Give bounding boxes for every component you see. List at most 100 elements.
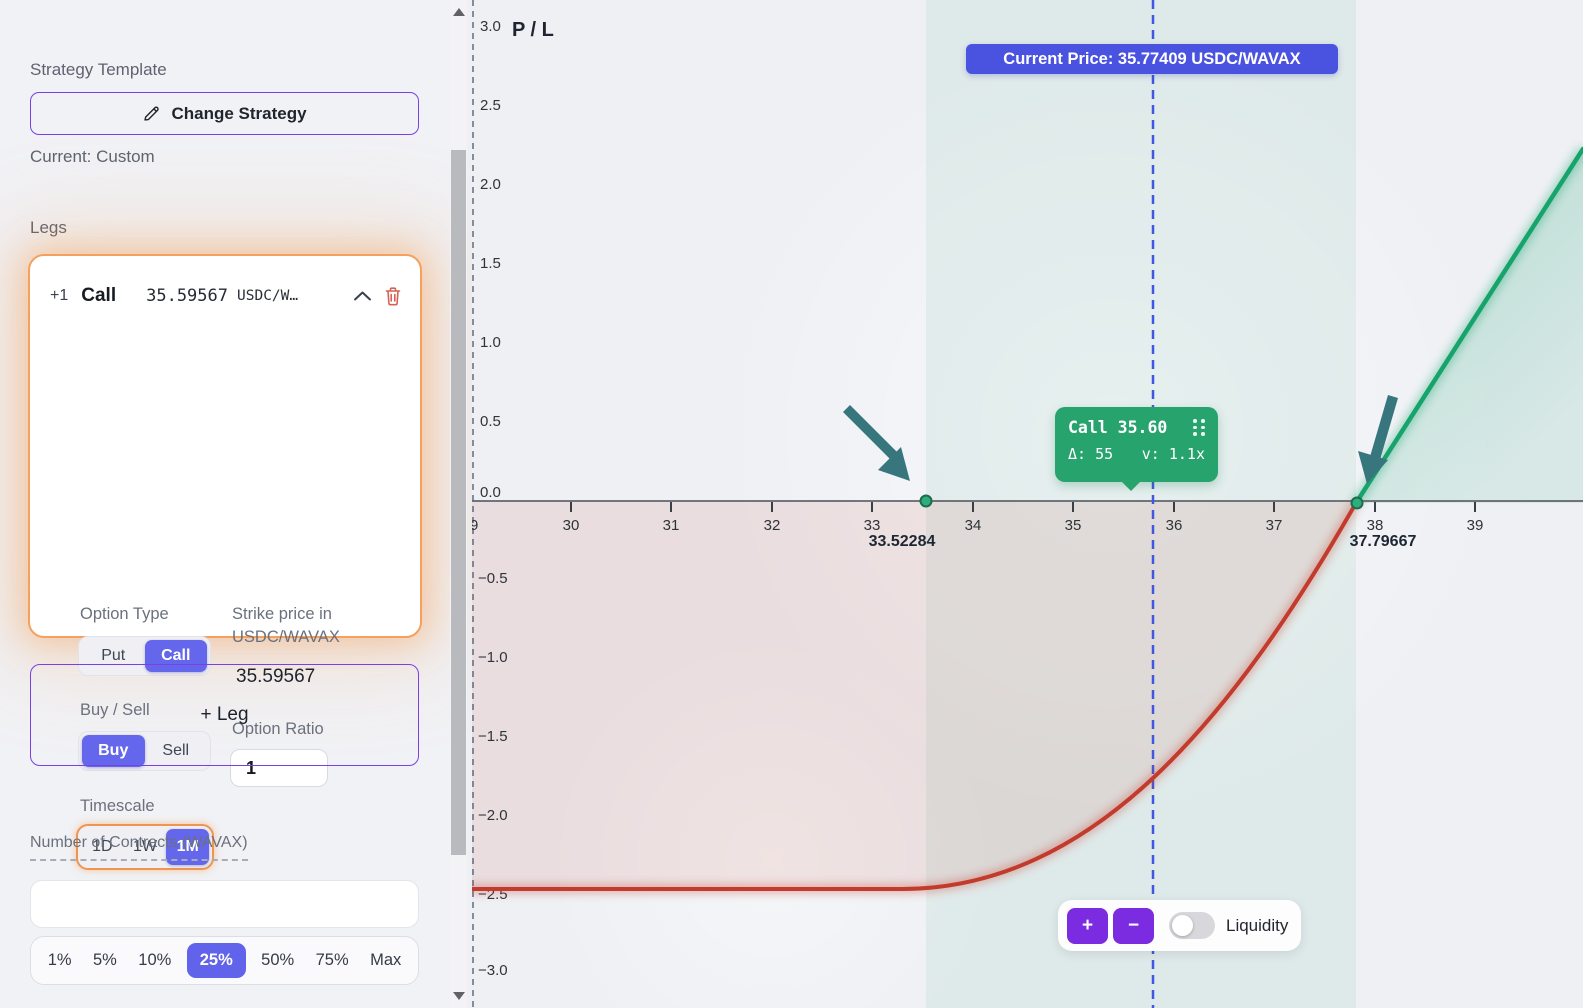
tooltip-delta: Δ: 55 <box>1068 445 1114 463</box>
annotation-arrows <box>843 395 1398 484</box>
svg-text:0.0: 0.0 <box>480 484 501 501</box>
zoom-in-button[interactable]: + <box>1067 907 1108 944</box>
svg-text:39: 39 <box>1467 517 1484 534</box>
svg-text:−0.5: −0.5 <box>478 570 508 587</box>
scroll-down-arrow-icon[interactable] <box>453 992 465 1000</box>
svg-text:36: 36 <box>1166 517 1183 534</box>
leg-type: Call <box>81 285 117 306</box>
pct-25[interactable]: 25% <box>186 943 246 978</box>
buy-sell-label: Buy / Sell <box>80 701 150 719</box>
x-axis-labels: 29 30 31 32 33 34 35 36 37 38 39 <box>472 517 1483 534</box>
leg-card: +1 Call 35.59567 USDC/W… Option Type Put… <box>28 254 422 870</box>
arrow-right-head-icon <box>1358 451 1388 484</box>
strategy-sidebar: Strategy Template Change Strategy Curren… <box>0 0 450 1008</box>
pct-max[interactable]: Max <box>370 951 402 969</box>
percent-shortcut-row: 1% 5% 10% 25% 50% 75% Max <box>30 936 419 985</box>
option-ratio-label: Option Ratio <box>232 720 324 738</box>
current-price-badge: Current Price: 35.77409 USDC/WAVAX <box>966 44 1338 74</box>
arrow-left-head-icon <box>878 447 910 481</box>
buy-sell-toggle: Buy Sell <box>78 731 211 771</box>
timescale-1d[interactable]: 1D <box>92 838 113 855</box>
svg-text:1.5: 1.5 <box>480 255 501 272</box>
current-strategy-text: Current: Custom <box>30 147 155 166</box>
option-type-label: Option Type <box>80 605 169 623</box>
sell-option[interactable]: Sell <box>162 742 190 759</box>
svg-text:2.5: 2.5 <box>480 97 501 114</box>
svg-text:−3.0: −3.0 <box>478 962 508 979</box>
leg-card-header[interactable]: +1 Call 35.59567 USDC/W… <box>50 280 402 312</box>
pct-5[interactable]: 5% <box>92 951 117 969</box>
sidebar-scrollbar[interactable] <box>450 0 467 1008</box>
svg-text:−2.0: −2.0 <box>478 807 508 824</box>
breakeven-labels: 33.52284 37.79667 <box>869 533 1417 550</box>
scroll-up-arrow-icon[interactable] <box>453 8 465 16</box>
svg-text:33.52284: 33.52284 <box>869 533 936 550</box>
breakeven-marker-right[interactable] <box>1350 496 1364 510</box>
option-type-call[interactable]: Call <box>144 640 207 672</box>
arrow-left-shaft <box>843 405 900 462</box>
breakeven-marker-left[interactable] <box>919 494 933 508</box>
svg-text:−1.0: −1.0 <box>478 649 508 666</box>
arrow-right-shaft <box>1367 395 1398 470</box>
drag-handle-icon[interactable] <box>1193 419 1205 436</box>
svg-text:32: 32 <box>764 517 781 534</box>
chevron-up-icon <box>354 291 371 301</box>
svg-text:33: 33 <box>864 517 881 534</box>
strategy-template-label: Strategy Template <box>30 60 167 79</box>
strike-price-label: Strike price in USDC/WAVAX <box>232 605 340 646</box>
svg-text:38: 38 <box>1367 517 1384 534</box>
svg-text:35: 35 <box>1065 517 1082 534</box>
tooltip-title: Call 35.60 <box>1068 418 1168 437</box>
option-ratio-input[interactable] <box>230 749 328 787</box>
leg-price: 35.59567 <box>146 286 228 306</box>
leg-quantity: +1 <box>50 287 69 304</box>
loss-curve <box>472 501 1358 891</box>
y-axis-labels: 3.0 2.5 2.0 1.5 1.0 0.5 0.0 −0.5 −1.0 −1… <box>478 18 508 979</box>
svg-text:37: 37 <box>1266 517 1283 534</box>
svg-text:0.5: 0.5 <box>480 413 501 430</box>
svg-text:−1.5: −1.5 <box>478 728 508 745</box>
pl-chart-canvas: 29 30 31 32 33 34 35 36 37 38 39 3.0 2.5… <box>472 0 1583 1008</box>
liquidity-toggle-knob[interactable] <box>1172 915 1193 936</box>
liquidity-toggle[interactable] <box>1169 912 1215 939</box>
tooltip-vol: v: 1.1x <box>1141 445 1205 463</box>
call-leg-tooltip[interactable]: Call 35.60 Δ: 55 v: 1.1x <box>1055 407 1218 491</box>
option-type-toggle: Put Call <box>78 636 211 676</box>
chart-controls-bar: + − Liquidity <box>1058 900 1301 951</box>
breakeven-range-band <box>926 0 1356 1008</box>
buy-option[interactable]: Buy <box>82 735 145 767</box>
delete-leg-button[interactable] <box>384 286 402 306</box>
pct-75[interactable]: 75% <box>315 951 349 969</box>
pct-10[interactable]: 10% <box>138 951 172 969</box>
pl-title: P / L <box>512 19 554 41</box>
svg-text:34: 34 <box>965 517 982 534</box>
x-axis-ticks <box>570 502 1476 512</box>
change-strategy-label: Change Strategy <box>171 103 307 123</box>
timescale-label: Timescale <box>80 797 155 815</box>
timescale-1w[interactable]: 1W <box>133 838 157 855</box>
pct-50[interactable]: 50% <box>261 951 295 969</box>
svg-text:1.0: 1.0 <box>480 334 501 351</box>
number-of-contracts-label: Number of Contracts (WAVAX) <box>30 834 248 861</box>
svg-text:29: 29 <box>472 517 478 534</box>
pct-1[interactable]: 1% <box>47 951 72 969</box>
svg-text:31: 31 <box>663 517 680 534</box>
trash-icon <box>385 287 401 306</box>
zoom-out-button[interactable]: − <box>1113 907 1154 944</box>
number-of-contracts-input[interactable] <box>30 880 419 928</box>
pl-chart: 29 30 31 32 33 34 35 36 37 38 39 3.0 2.5… <box>472 0 1583 1008</box>
svg-text:2.0: 2.0 <box>480 176 501 193</box>
svg-text:30: 30 <box>563 517 580 534</box>
collapse-leg-button[interactable] <box>353 290 372 302</box>
liquidity-label: Liquidity <box>1226 915 1289 935</box>
add-leg-button[interactable]: + Leg <box>30 664 419 766</box>
strike-price-value[interactable]: 35.59567 <box>236 666 316 687</box>
profit-line <box>1353 146 1583 506</box>
pencil-icon <box>144 106 160 121</box>
change-strategy-button[interactable]: Change Strategy <box>30 92 419 135</box>
scrollbar-thumb[interactable] <box>451 150 466 855</box>
legs-label: Legs <box>30 218 67 237</box>
option-type-put[interactable]: Put <box>101 647 126 664</box>
leg-unit: USDC/W… <box>237 288 299 304</box>
svg-text:37.79667: 37.79667 <box>1350 533 1417 550</box>
